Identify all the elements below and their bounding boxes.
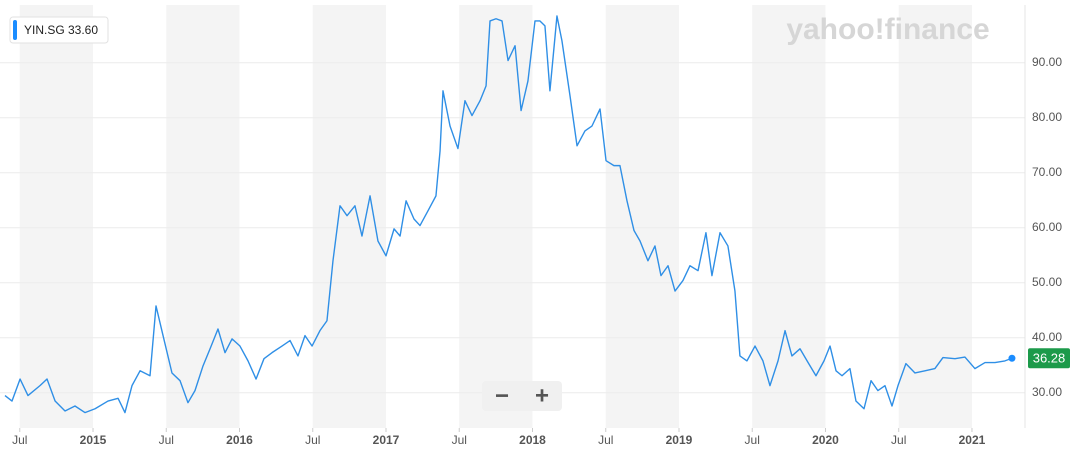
y-tick-label: 30.00	[1032, 385, 1062, 399]
plot: 36.28	[4, 15, 1070, 414]
x-tick-label: 2016	[226, 433, 253, 447]
x-tick-label: Jul	[598, 433, 613, 447]
band	[752, 5, 826, 428]
x-tick-label: Jul	[745, 433, 760, 447]
grid	[0, 62, 1025, 394]
band	[312, 5, 387, 428]
x-tick-label: 2017	[373, 433, 400, 447]
x-tick-label: 2019	[666, 433, 693, 447]
badge-quote: 33.60	[68, 23, 98, 37]
band	[898, 5, 972, 428]
x-tick-label: 2021	[959, 433, 986, 447]
y-tick-label: 40.00	[1032, 330, 1062, 344]
y-tick-label: 90.00	[1032, 55, 1062, 69]
x-tick-label: 2015	[80, 433, 107, 447]
zoom-controls: − +	[482, 381, 562, 411]
badge-symbol: YIN.SG	[24, 23, 65, 37]
watermark: yahoo!finance	[786, 13, 989, 46]
x-tick-label: Jul	[452, 433, 467, 447]
last-price-label: 36.28	[1033, 351, 1066, 366]
last-price-dot	[1008, 354, 1016, 362]
x-tick-label: Jul	[891, 433, 906, 447]
y-tick-label: 70.00	[1032, 165, 1062, 179]
x-tick-label: 2020	[812, 433, 839, 447]
last-price-box	[1028, 348, 1070, 369]
zoom-in-button[interactable]: +	[535, 382, 549, 409]
x-tick-label: Jul	[12, 433, 27, 447]
zoom-box	[482, 381, 562, 411]
band	[459, 5, 533, 428]
x-tick-label: Jul	[159, 433, 174, 447]
band	[605, 5, 679, 428]
y-tick-label: 60.00	[1032, 220, 1062, 234]
background-bands	[19, 5, 972, 428]
band	[19, 5, 94, 428]
x-tick-label: 2018	[519, 433, 546, 447]
y-tick-label: 80.00	[1032, 110, 1062, 124]
zoom-out-button[interactable]: −	[495, 382, 509, 409]
band	[166, 5, 240, 428]
badge-box	[9, 16, 109, 44]
badge-color	[13, 20, 17, 40]
x-tick-label: Jul	[305, 433, 320, 447]
y-tick-label: 50.00	[1032, 275, 1062, 289]
price-line	[4, 15, 1013, 414]
symbol-badge: YIN.SG 33.60	[9, 16, 109, 44]
